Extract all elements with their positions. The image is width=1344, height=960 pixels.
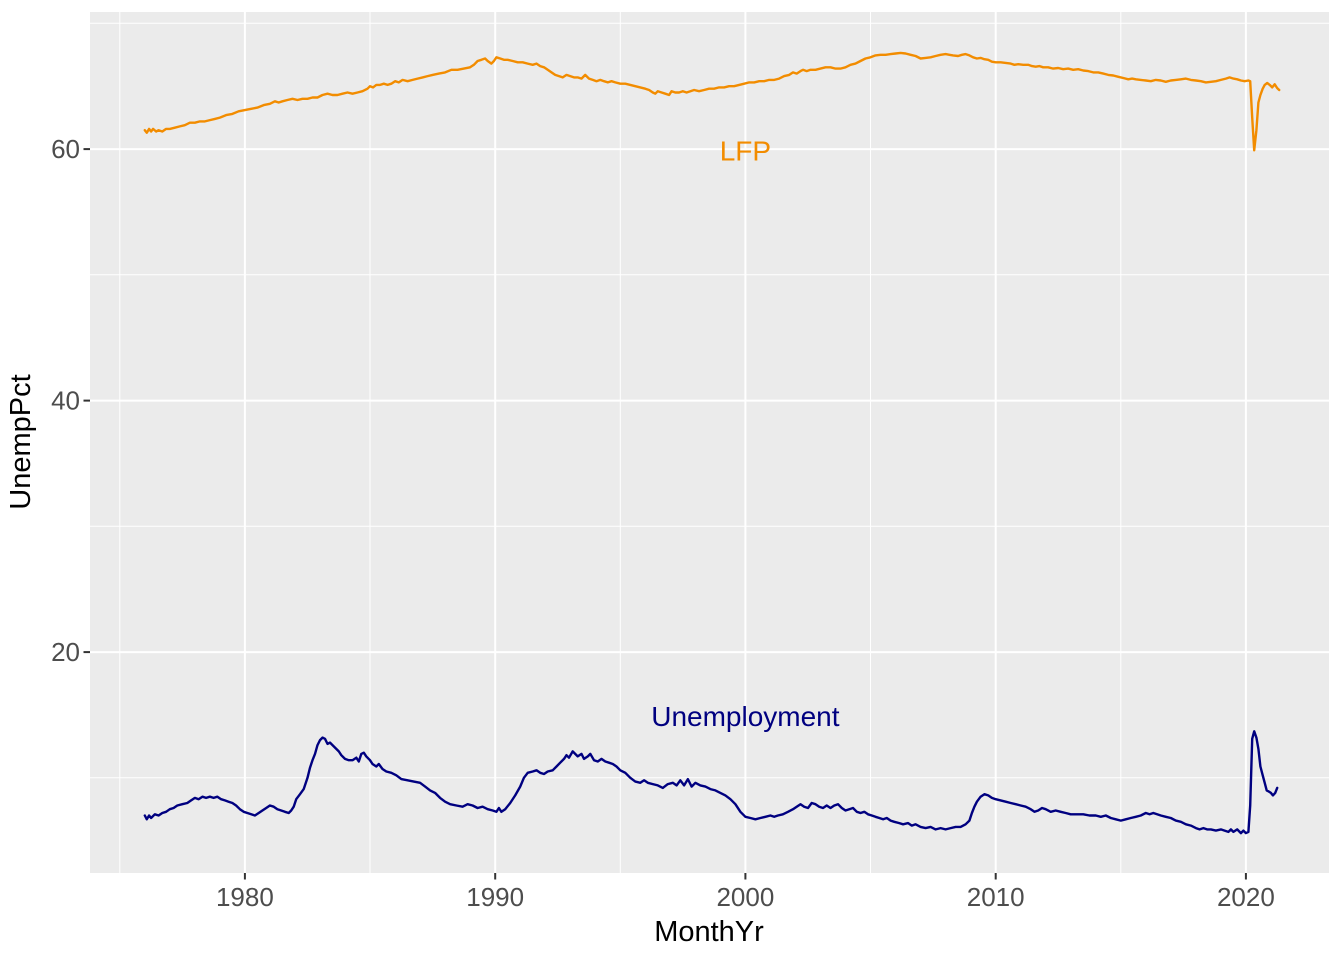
y-tick-label: 20 [51,637,80,667]
x-axis-title: MonthYr [654,916,764,948]
x-tick-label: 2010 [967,882,1025,912]
plot-panel [90,12,1329,873]
lfp-line [143,51,1281,152]
lfp-annotation: LFP [720,135,771,166]
unemployment-annotation: Unemployment [651,701,840,732]
unemployment-line [143,730,1279,835]
x-tick-label: 1990 [466,882,524,912]
chart-generated-layer: 20 40 60 1980 1990 2000 2010 2020 LFP Unemploymen… [51,12,1329,912]
y-tick-label: 40 [51,386,80,416]
x-tick-label: 1980 [216,882,274,912]
x-tick-label: 2020 [1217,882,1275,912]
x-tick-label: 2000 [716,882,774,912]
y-axis-title: UnempPct [5,374,37,509]
y-tick-label: 60 [51,134,80,164]
